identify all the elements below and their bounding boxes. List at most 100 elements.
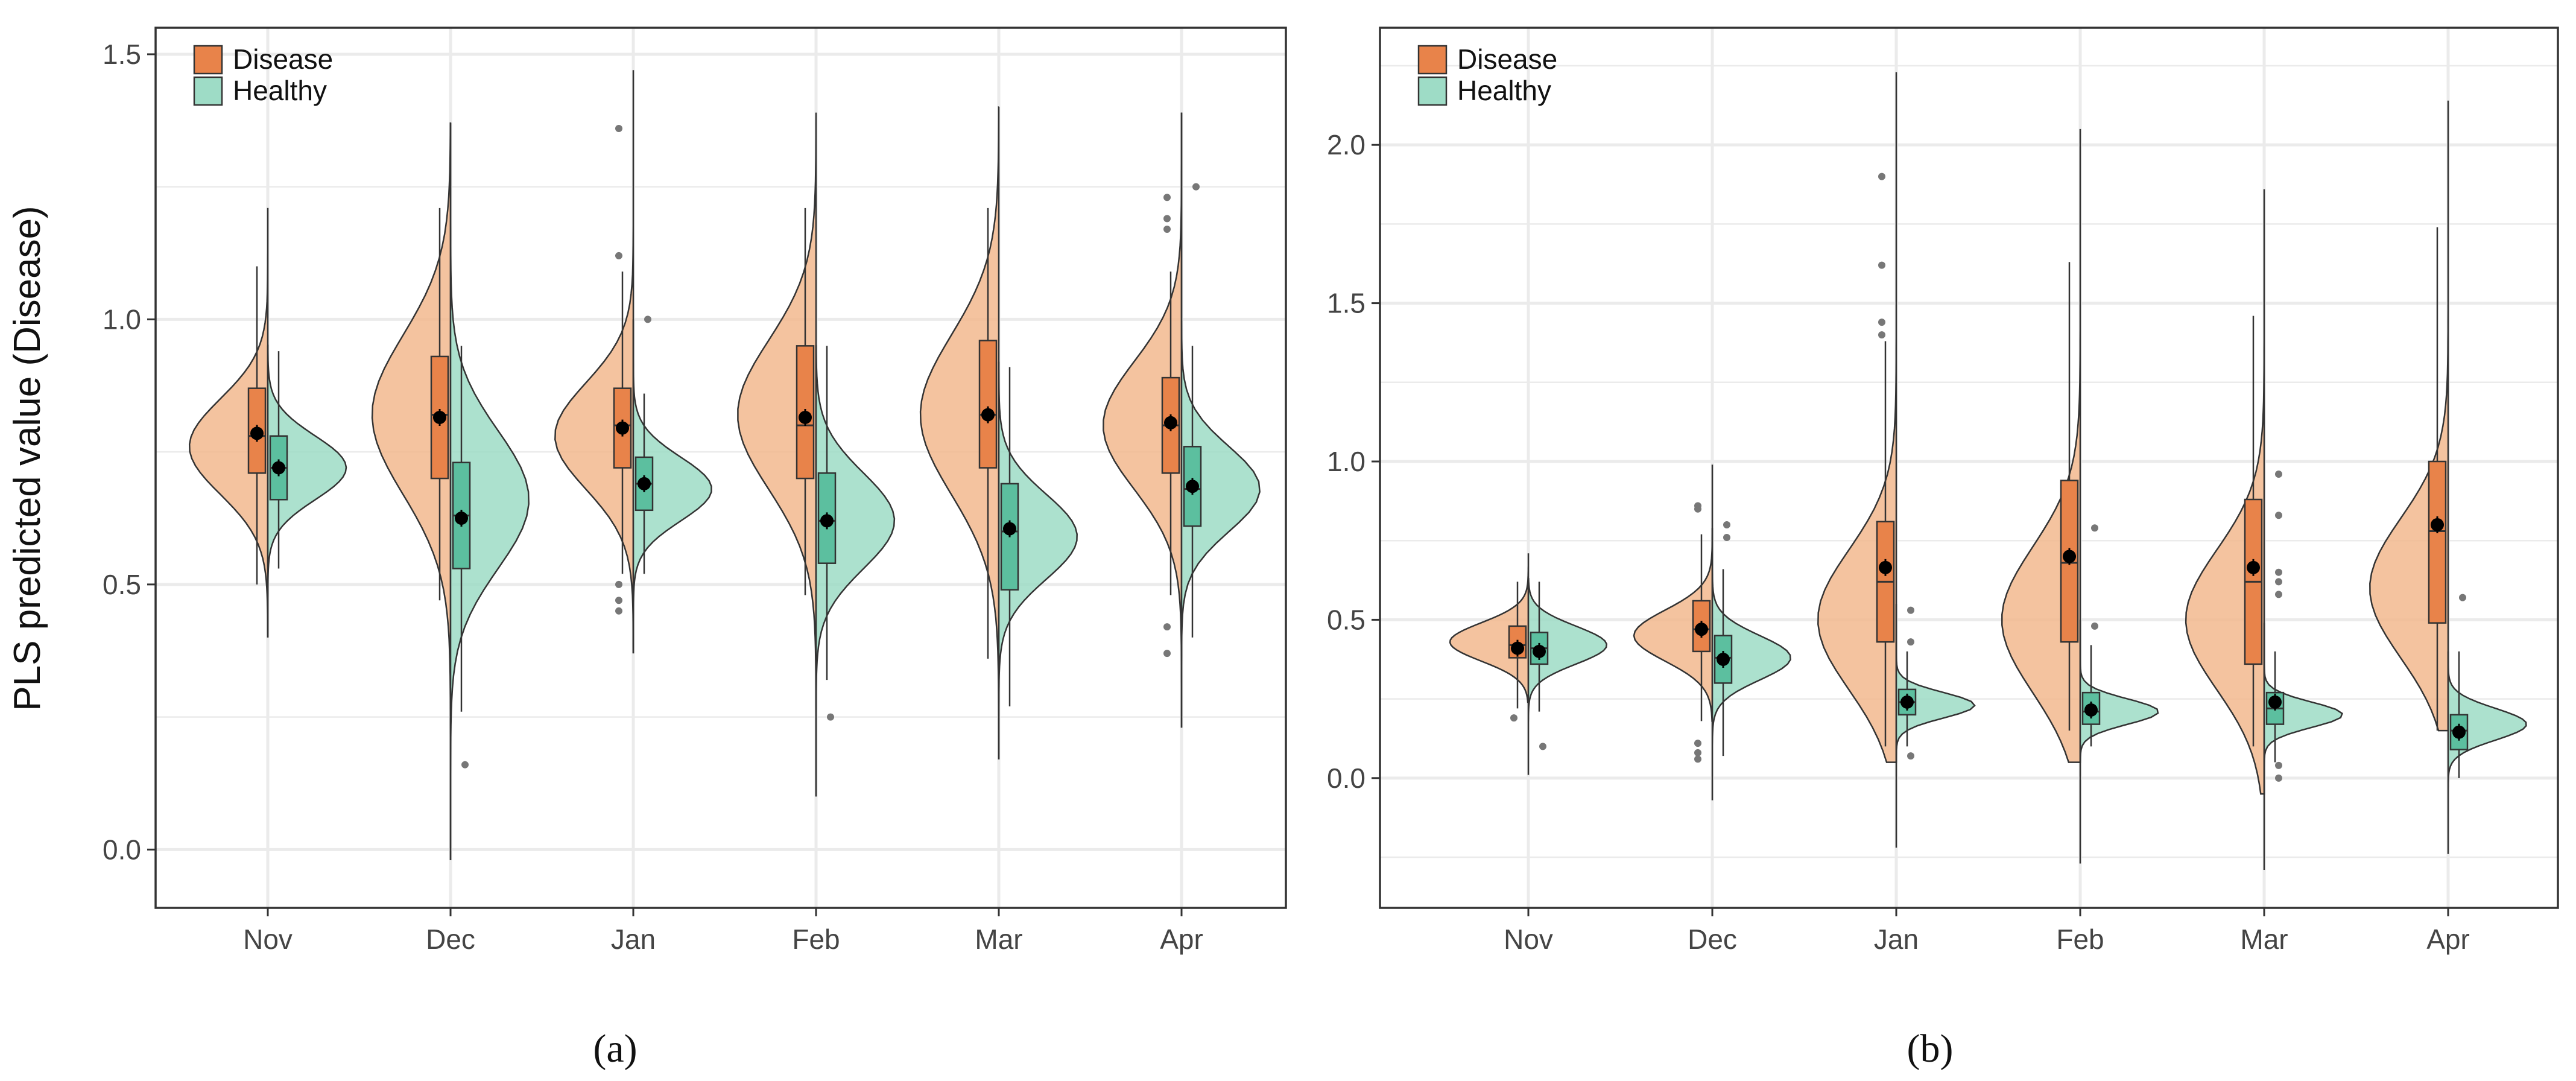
y-tick-label: 1.5 xyxy=(103,39,141,70)
mean-point xyxy=(2247,560,2260,574)
x-tick-label: Nov xyxy=(243,924,293,955)
outlier-point xyxy=(1878,173,1885,180)
mean-point xyxy=(1900,695,1914,709)
x-tick-label: Feb xyxy=(792,924,840,955)
legend-swatch-healthy xyxy=(193,76,223,106)
outlier-point xyxy=(2275,568,2282,576)
outlier-point xyxy=(2275,774,2282,782)
outlier-point xyxy=(615,580,622,588)
box xyxy=(978,340,998,469)
mean-point xyxy=(433,411,446,425)
x-tick-label: Mar xyxy=(975,924,1022,955)
y-tick-label: 1.5 xyxy=(1327,288,1366,319)
mean-point xyxy=(2063,550,2076,563)
outlier-point xyxy=(644,315,651,323)
mean-point xyxy=(272,461,285,475)
y-tick-label: 0.5 xyxy=(1327,604,1366,635)
outlier-point xyxy=(1163,650,1171,658)
outlier-point xyxy=(1907,638,1914,646)
series-healthy xyxy=(267,112,1261,860)
x-tick-label: Jan xyxy=(1874,924,1919,955)
violin-half xyxy=(919,106,1000,759)
panel-border xyxy=(154,27,1287,909)
outlier-point xyxy=(2275,761,2282,769)
panel-b: 0.0 0.5 1.0 1.5 2.0 Nov Dec Jan Feb Mar Apr Disease… xyxy=(1327,27,2559,1071)
mean-point xyxy=(1164,416,1177,430)
panel-border xyxy=(1379,27,2559,909)
panel-label: (b) xyxy=(1907,1027,1954,1071)
legend-label-healthy: Healthy xyxy=(1457,75,1551,106)
legend-label-healthy: Healthy xyxy=(233,75,327,106)
mean-point xyxy=(1695,623,1708,636)
y-tick-label: 0.0 xyxy=(1327,762,1366,794)
mean-point xyxy=(455,511,468,525)
legend-swatch-disease xyxy=(193,45,223,75)
outlier-point xyxy=(1694,502,1701,510)
y-tick-label: 1.0 xyxy=(103,303,141,335)
outlier-point xyxy=(1878,261,1885,269)
violin-half xyxy=(554,70,635,654)
series-healthy xyxy=(1527,470,2527,870)
outlier-point xyxy=(1163,225,1171,233)
violin-half xyxy=(267,344,347,638)
plot-background xyxy=(1380,28,2558,908)
violin-half xyxy=(1711,528,1791,800)
violin-half xyxy=(1633,464,1714,722)
outlier-point xyxy=(1510,714,1517,722)
outlier-point xyxy=(2275,578,2282,586)
outlier-point xyxy=(2459,594,2466,601)
outlier-point xyxy=(615,597,622,604)
outlier-point xyxy=(615,252,622,259)
outlier-point xyxy=(2091,524,2098,532)
mean-point xyxy=(2452,725,2466,739)
x-tick-label: Jan xyxy=(611,924,656,955)
mean-point xyxy=(1186,480,1199,493)
x-tick-label: Mar xyxy=(2240,924,2288,955)
outlier-point xyxy=(1694,740,1701,747)
panel-label: (a) xyxy=(593,1027,637,1071)
mean-point xyxy=(1511,641,1524,655)
legend-label-disease: Disease xyxy=(1457,43,1557,75)
mean-point xyxy=(616,421,629,435)
x-tick-label: Dec xyxy=(426,924,475,955)
x-tick-label: Feb xyxy=(2056,924,2104,955)
outlier-point xyxy=(1878,319,1885,326)
mean-point xyxy=(1003,522,1016,536)
mean-point xyxy=(2268,695,2282,709)
outlier-point xyxy=(1723,533,1730,541)
mean-point xyxy=(2084,703,2098,717)
violin-half xyxy=(449,123,530,860)
mean-point xyxy=(981,408,995,422)
x-tick-label: Apr xyxy=(2426,924,2470,955)
outlier-point xyxy=(615,607,622,615)
mean-point xyxy=(1717,653,1730,667)
legend-swatch-disease xyxy=(1417,45,1448,75)
violin-half xyxy=(632,319,712,654)
outlier-point xyxy=(1878,331,1885,339)
x-tick-label: Dec xyxy=(1688,924,1737,955)
outlier-point xyxy=(2275,591,2282,598)
mean-point xyxy=(250,426,264,440)
outlier-point xyxy=(1907,752,1914,760)
legend-label-disease: Disease xyxy=(233,43,333,75)
violin-half xyxy=(1180,112,1261,728)
violin-half xyxy=(2079,620,2159,864)
violin-half xyxy=(2263,623,2343,870)
y-tick-label: 0.5 xyxy=(103,569,141,600)
violin-half xyxy=(998,361,1078,759)
series-disease xyxy=(1449,72,2449,795)
violin-half xyxy=(1449,553,1530,703)
mean-point xyxy=(799,411,812,425)
mean-point xyxy=(638,477,651,490)
mean-point xyxy=(1879,560,1892,574)
violin-half xyxy=(815,344,896,797)
violin-half xyxy=(188,208,269,638)
outlier-point xyxy=(1694,755,1701,763)
y-tick-label: 1.0 xyxy=(1327,446,1366,477)
outlier-point xyxy=(2275,512,2282,519)
outlier-point xyxy=(1694,749,1701,756)
violin-half xyxy=(1527,577,1608,775)
